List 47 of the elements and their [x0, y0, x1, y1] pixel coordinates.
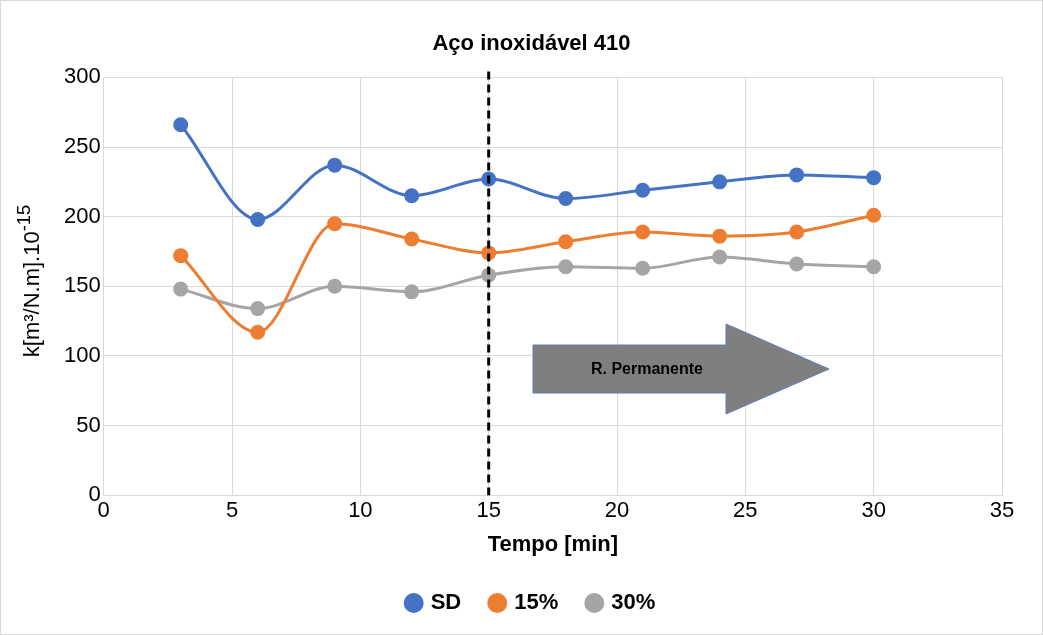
legend-label: SD: [430, 589, 462, 615]
arrow-icon: R. Permanente: [532, 323, 831, 415]
legend-label: 15%: [514, 589, 559, 615]
x-tick-label: 30: [861, 497, 886, 523]
x-tick-label: 10: [348, 497, 373, 523]
point: [404, 284, 420, 300]
x-tick-label: 25: [733, 497, 758, 523]
chart-title: Aço inoxidável 410: [432, 30, 631, 56]
point: [250, 324, 266, 340]
point: [173, 281, 189, 297]
annotation: R. Permanente: [589, 359, 704, 379]
x-tick-label: 35: [989, 497, 1015, 523]
point: [866, 259, 882, 275]
point: [635, 182, 651, 198]
point: [635, 224, 651, 240]
point: [789, 224, 805, 240]
point: [404, 231, 420, 247]
point: [173, 248, 189, 264]
point: [635, 260, 651, 276]
point: [558, 259, 574, 275]
point: [712, 249, 728, 265]
point: [789, 256, 805, 272]
point: [250, 211, 266, 227]
y-tick-label: 150: [63, 272, 101, 298]
x-tick-label: 20: [604, 497, 630, 523]
y-tick-label: 200: [63, 202, 101, 228]
point: [558, 234, 574, 250]
x-tick-label: 15: [476, 497, 501, 523]
y-tick-label: 250: [63, 133, 101, 159]
point: [173, 117, 189, 133]
point: [327, 157, 343, 173]
x-axis-title: Tempo [min]: [487, 530, 619, 556]
point: [789, 167, 805, 183]
point: [866, 207, 882, 223]
y-tick-label: 50: [76, 411, 101, 437]
point: [327, 216, 343, 232]
point: [404, 188, 420, 204]
point: [250, 301, 266, 317]
point: [712, 174, 728, 190]
x-tick-label: 5: [225, 497, 239, 523]
point: [866, 170, 882, 186]
y-tick-label: 100: [63, 342, 101, 367]
point: [558, 191, 574, 207]
legend-label: 30%: [611, 589, 656, 615]
y-tick-label: 300: [63, 63, 101, 89]
point: [327, 278, 343, 294]
point: [712, 228, 728, 244]
